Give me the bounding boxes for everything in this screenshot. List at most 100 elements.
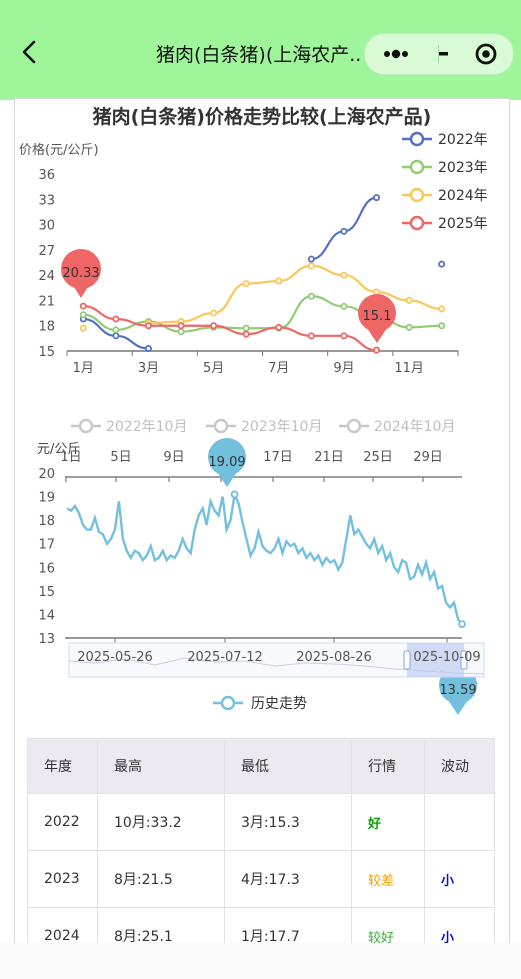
cell-year: 2024 xyxy=(27,907,98,944)
data-point xyxy=(307,332,315,340)
content-card: 猪肉(白条猪)价格走势比较(上海农产品) 价格(元/公斤) 1月 3月 5月 7月 9月… xyxy=(14,98,510,945)
chart1-max-label: 20.33 xyxy=(62,266,99,281)
data-point xyxy=(210,309,218,317)
chart2-y-tick-label: 17 xyxy=(38,538,55,553)
cell-market: 较好 xyxy=(351,907,425,944)
chart2-y-tick-label: 20 xyxy=(38,467,55,482)
chart1-max-marker: 20.33 xyxy=(61,249,101,298)
table-row: 2024 8月:25.1 1月:17.7 较好 小 xyxy=(27,907,495,944)
back-arrow-icon[interactable] xyxy=(18,38,42,66)
data-point xyxy=(373,194,381,202)
data-point xyxy=(340,271,348,279)
bottom-safe-area xyxy=(0,943,521,979)
cell-volatility xyxy=(424,793,495,851)
cell-low: 1月:17.7 xyxy=(224,907,352,944)
data-point xyxy=(438,322,446,330)
legend-marker xyxy=(409,159,425,175)
col-volatility: 波动 xyxy=(424,738,495,794)
series-line-2024年 xyxy=(148,264,442,325)
cell-high: 8月:21.5 xyxy=(97,850,225,908)
legend-marker xyxy=(409,187,425,203)
chart1-y-tick-label: 15 xyxy=(38,345,55,360)
chart1-x-tick-label: 3月 xyxy=(138,361,159,376)
compare-legend-label: 2024年10月 xyxy=(374,419,455,435)
yearly-price-chart: 猪肉(白条猪)价格走势比较(上海农产品) 价格(元/公斤) 1月 3月 5月 7月 9月… xyxy=(19,105,488,376)
data-point xyxy=(275,323,283,331)
chart2-top-tick-label: 29日 xyxy=(413,450,443,465)
data-point xyxy=(177,328,185,336)
chart1-ylabel: 价格(元/公斤) xyxy=(19,142,99,158)
col-year: 年度 xyxy=(27,738,98,794)
legend-marker xyxy=(409,215,425,231)
more-dots-icon xyxy=(384,49,408,59)
chart2-y-tick-label: 15 xyxy=(38,585,55,600)
zoom-date-1: 2025-05-26 xyxy=(77,650,153,665)
data-point xyxy=(242,330,250,338)
legend-marker xyxy=(409,131,425,147)
data-point xyxy=(144,322,152,330)
chart2-y-tick-label: 16 xyxy=(38,561,55,576)
data-point xyxy=(112,315,120,323)
data-point xyxy=(340,302,348,310)
cell-volatility: 小 xyxy=(424,850,495,908)
chart1-axes: 1月 3月 5月 7月 9月 11月 36 33 30 27 24 21 18 15 xyxy=(38,168,459,376)
chart2-top-tick-label: 5日 xyxy=(110,450,131,465)
close-button[interactable] xyxy=(430,34,511,74)
chart1-series xyxy=(79,194,446,354)
cell-high: 8月:25.1 xyxy=(97,907,225,944)
col-high: 最高 xyxy=(97,738,225,794)
chart1-y-tick-label: 21 xyxy=(38,294,55,309)
cell-high: 10月:33.2 xyxy=(97,793,225,851)
history-legend[interactable]: 历史走势 xyxy=(15,691,509,715)
zoom-date-2: 2025-07-12 xyxy=(187,650,263,665)
data-point xyxy=(307,292,315,300)
extreme-point xyxy=(230,490,239,499)
chart1-x-tick-label: 9月 xyxy=(333,361,354,376)
compare-legend-label: 2023年10月 xyxy=(241,419,322,435)
data-point xyxy=(242,280,250,288)
chart1-y-tick-label: 36 xyxy=(38,168,55,183)
page-title: 猪肉(白条猪)(上海农产... xyxy=(156,44,361,66)
zoom-handle-left[interactable] xyxy=(403,650,411,670)
chart2-compare-legend[interactable]: 2022年10月 2023年10月 2024年10月 xyxy=(71,418,455,435)
cell-low: 4月:17.3 xyxy=(224,850,352,908)
compare-legend-marker xyxy=(78,418,94,434)
mini-program-capsule xyxy=(364,33,514,75)
chart2-axes: 1日5日9日13日17日21日25日29日2019181716151413 xyxy=(38,450,462,647)
data-point xyxy=(210,322,218,330)
cell-market: 较差 xyxy=(351,850,425,908)
table-header-row: 年度 最高 最低 行情 波动 xyxy=(27,738,495,794)
chart1-x-tick-label: 11月 xyxy=(394,361,424,376)
chart1-title: 猪肉(白条猪)价格走势比较(上海农产品) xyxy=(92,105,432,128)
data-point xyxy=(275,277,283,285)
data-point xyxy=(438,260,446,268)
zoom-selected-window[interactable] xyxy=(407,643,464,677)
chart1-min-label: 15.1 xyxy=(363,309,392,324)
cell-volatility: 小 xyxy=(424,907,495,944)
data-point xyxy=(307,255,315,263)
series-line-2025年 xyxy=(83,304,377,352)
more-menu-button[interactable] xyxy=(365,34,437,74)
cell-year: 2022 xyxy=(27,793,98,851)
chart2-top-tick-label: 21日 xyxy=(314,450,344,465)
chart2-max-label: 19.09 xyxy=(208,455,245,470)
zoom-date-3: 2025-08-26 xyxy=(296,650,372,665)
minimize-and-target-icon xyxy=(430,43,497,65)
chart1-y-tick-label: 27 xyxy=(38,244,55,259)
cell-year: 2023 xyxy=(27,850,98,908)
chart1-x-tick-label: 7月 xyxy=(268,361,289,376)
data-zoom-slider[interactable]: 2025-05-26 2025-07-12 2025-08-26 025-10-… xyxy=(15,639,509,679)
chart1-x-tick-label: 1月 xyxy=(73,361,94,376)
cell-low: 3月:15.3 xyxy=(224,793,352,851)
zoom-handle-right[interactable] xyxy=(460,650,468,670)
chart1-legend[interactable]: 2022年 2023年 2024年 2025年 xyxy=(402,131,488,232)
chart1-min-marker: 15.1 xyxy=(358,294,396,343)
extreme-point xyxy=(458,620,466,628)
data-point xyxy=(242,324,250,332)
legend-label-2024年: 2024年 xyxy=(438,188,488,204)
chart2-y-tick-label: 13 xyxy=(38,632,55,647)
compare-legend-label: 2022年10月 xyxy=(106,419,187,435)
table-row: 2022 10月:33.2 3月:15.3 好 xyxy=(27,793,495,851)
chart2-max-marker: 19.09 xyxy=(208,438,246,487)
